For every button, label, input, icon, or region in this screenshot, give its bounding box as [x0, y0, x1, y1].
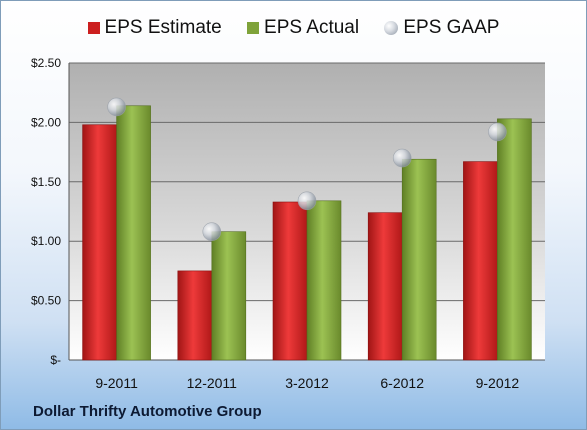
- marker-eps-gaap: [297, 191, 317, 211]
- y-tick-label: $1.50: [31, 175, 61, 189]
- x-tick-label: 6-2012: [380, 375, 424, 391]
- legend: EPS Estimate EPS Actual EPS GAAP: [1, 17, 586, 39]
- y-tick-label: $-: [50, 353, 61, 367]
- marker-eps-gaap: [392, 148, 412, 168]
- bar-eps-actual: [401, 158, 437, 361]
- y-tick-label: $0.50: [31, 294, 61, 308]
- legend-swatch-actual: [247, 22, 260, 34]
- x-tick-label: 9-2012: [476, 375, 520, 391]
- marker-eps-gaap: [107, 97, 126, 117]
- bar-eps-actual: [306, 200, 342, 361]
- legend-item-estimate: EPS Estimate: [87, 17, 222, 39]
- legend-item-gaap: EPS GAAP: [384, 17, 499, 39]
- legend-label-gaap: EPS GAAP: [403, 17, 500, 38]
- company-name: Dollar Thrifty Automotive Group: [33, 403, 262, 420]
- bar-eps-estimate: [272, 201, 308, 361]
- y-tick-label: $2.00: [31, 115, 61, 129]
- legend-item-actual: EPS Actual: [247, 17, 359, 39]
- bar-eps-actual: [116, 105, 151, 361]
- x-tick-label: 9-2011: [95, 375, 138, 391]
- x-tick-label: 12-2011: [187, 375, 238, 391]
- bar-eps-actual: [211, 231, 247, 361]
- x-tick-label: 3-2012: [285, 375, 329, 391]
- bar-eps-estimate: [463, 161, 498, 361]
- legend-label-estimate: EPS Estimate: [104, 17, 222, 38]
- legend-marker-gaap: [384, 21, 399, 35]
- bar-eps-estimate: [177, 270, 213, 361]
- bar-eps-estimate: [82, 124, 117, 361]
- bar-eps-estimate: [367, 212, 403, 361]
- marker-eps-gaap: [202, 222, 222, 241]
- y-tick-label: $1.00: [31, 234, 61, 248]
- legend-swatch-estimate: [87, 22, 100, 34]
- bar-eps-actual: [497, 118, 532, 361]
- marker-eps-gaap: [488, 122, 507, 142]
- y-tick-label: $2.50: [31, 56, 61, 70]
- legend-label-actual: EPS Actual: [264, 17, 360, 38]
